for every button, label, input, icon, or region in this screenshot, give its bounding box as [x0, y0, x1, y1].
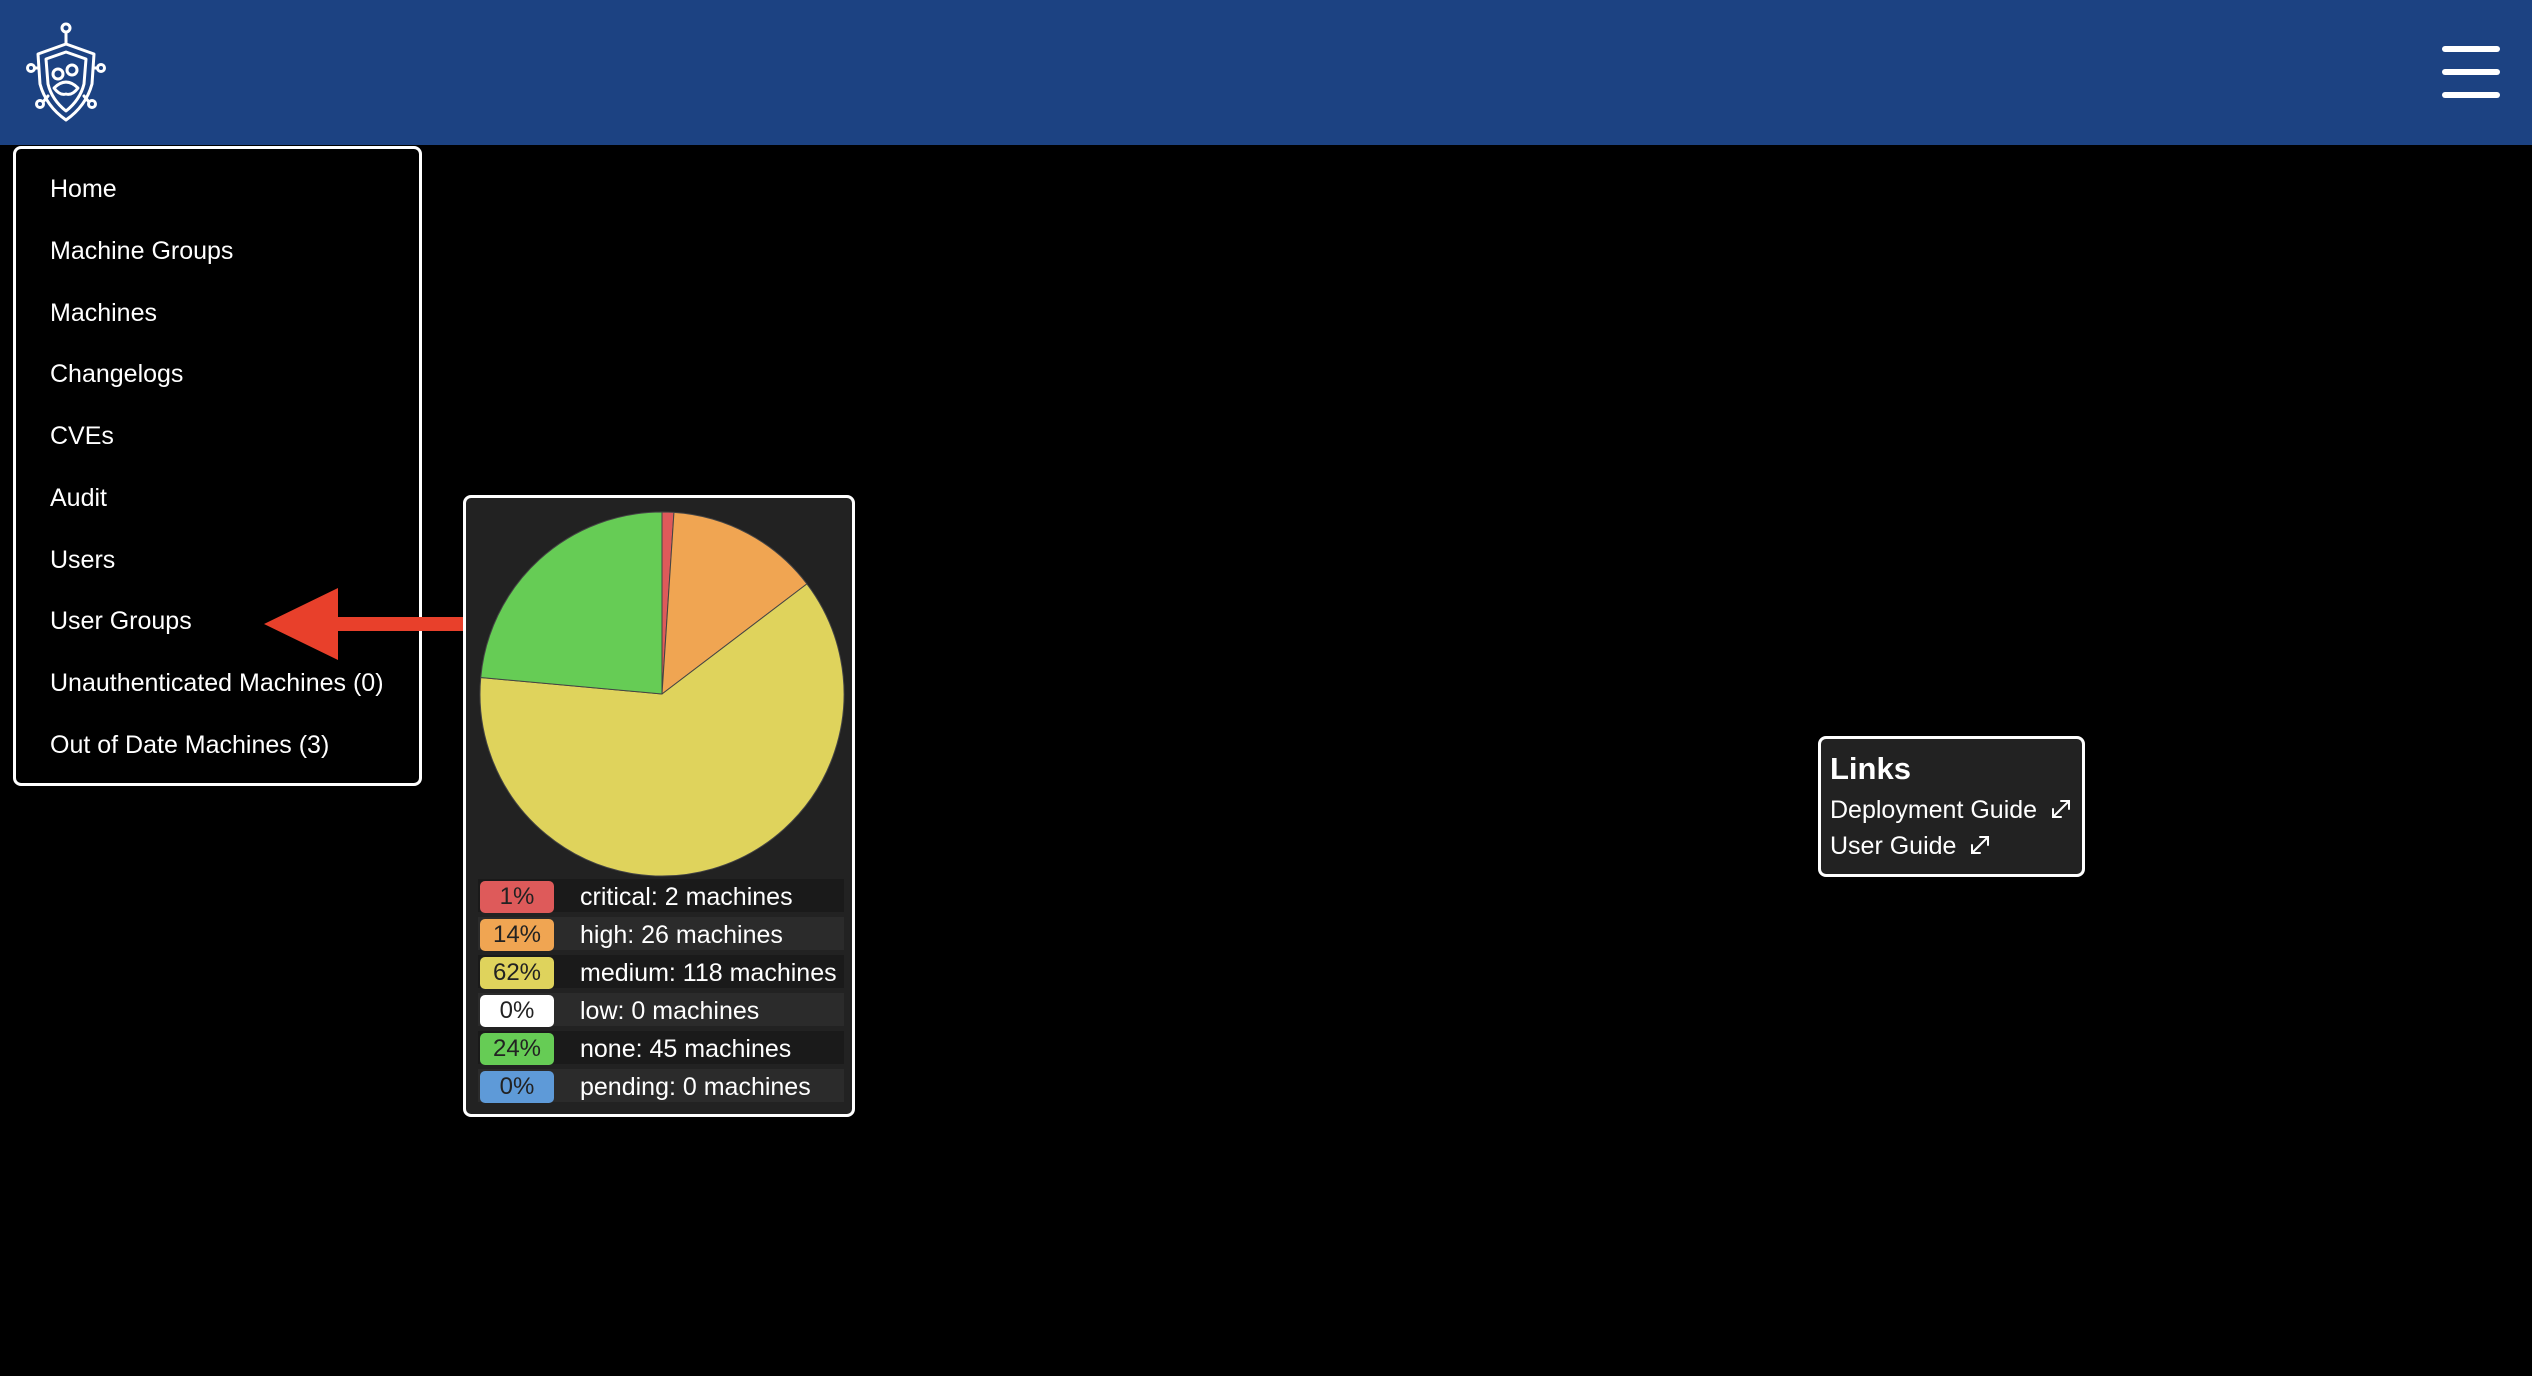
pie-slice-high: [661, 511, 808, 696]
legend-row-medium: 62% medium: 118 machines: [478, 955, 844, 989]
external-link-icon: [2052, 800, 2071, 818]
legend-badge-critical: 1%: [480, 881, 554, 913]
legend-badge-none: 24%: [480, 1033, 554, 1065]
legend-row-high: 14% high: 26 machines: [478, 917, 844, 951]
nav-item-unauthenticated-machines[interactable]: Unauthenticated Machines (0): [50, 669, 384, 697]
legend-label-none: none: 45 machines: [580, 1035, 792, 1063]
hamburger-menu-icon[interactable]: [2442, 46, 2500, 98]
legend-row-low: 0% low: 0 machines: [478, 993, 844, 1027]
legend-label-pending: pending: 0 machines: [580, 1073, 811, 1101]
external-link-icon: [1971, 836, 1990, 854]
legend-label-high: high: 26 machines: [580, 921, 783, 949]
legend-row-critical: 1% critical: 2 machines: [478, 879, 844, 913]
severity-chart-card: 1% critical: 2 machines 14% high: 26 mac…: [463, 495, 855, 1117]
nav-item-user-groups[interactable]: User Groups: [50, 607, 192, 635]
legend-badge-medium: 62%: [480, 957, 554, 989]
link-deployment-guide-label[interactable]: Deployment Guide: [1830, 796, 2038, 824]
nav-item-cves[interactable]: CVEs: [50, 422, 114, 450]
nav-item-changelogs[interactable]: Changelogs: [50, 360, 184, 388]
nav-item-home[interactable]: Home: [50, 175, 117, 203]
link-user-guide-label[interactable]: User Guide: [1830, 832, 1957, 860]
severity-pie-chart: [479, 511, 845, 877]
nav-item-machine-groups[interactable]: Machine Groups: [50, 237, 234, 265]
pie-slice-medium: [479, 583, 845, 877]
legend-badge-low: 0%: [480, 995, 554, 1027]
links-title: Links: [1830, 751, 1911, 786]
legend-label-low: low: 0 machines: [580, 997, 760, 1025]
links-card: Links Deployment Guide User Guide: [1818, 736, 2085, 877]
legend-badge-pending: 0%: [480, 1071, 554, 1103]
shield-logo-icon[interactable]: [26, 22, 106, 124]
link-deployment-guide[interactable]: Deployment Guide: [1830, 795, 2072, 825]
nav-menu: Home Machine Groups Machines Changelogs …: [13, 146, 422, 786]
link-user-guide[interactable]: User Guide: [1830, 831, 1991, 861]
legend-label-medium: medium: 118 machines: [580, 959, 837, 987]
top-header: [0, 0, 2532, 145]
nav-item-out-of-date-machines[interactable]: Out of Date Machines (3): [50, 731, 330, 759]
nav-item-audit[interactable]: Audit: [50, 484, 107, 512]
legend-row-none: 24% none: 45 machines: [478, 1031, 844, 1065]
legend-badge-high: 14%: [480, 919, 554, 951]
legend-row-pending: 0% pending: 0 machines: [478, 1069, 844, 1103]
nav-item-users[interactable]: Users: [50, 546, 116, 574]
legend-label-critical: critical: 2 machines: [580, 883, 793, 911]
pie-slice-none: [480, 511, 663, 695]
nav-item-machines[interactable]: Machines: [50, 299, 157, 327]
red-arrow-icon: [264, 588, 500, 660]
